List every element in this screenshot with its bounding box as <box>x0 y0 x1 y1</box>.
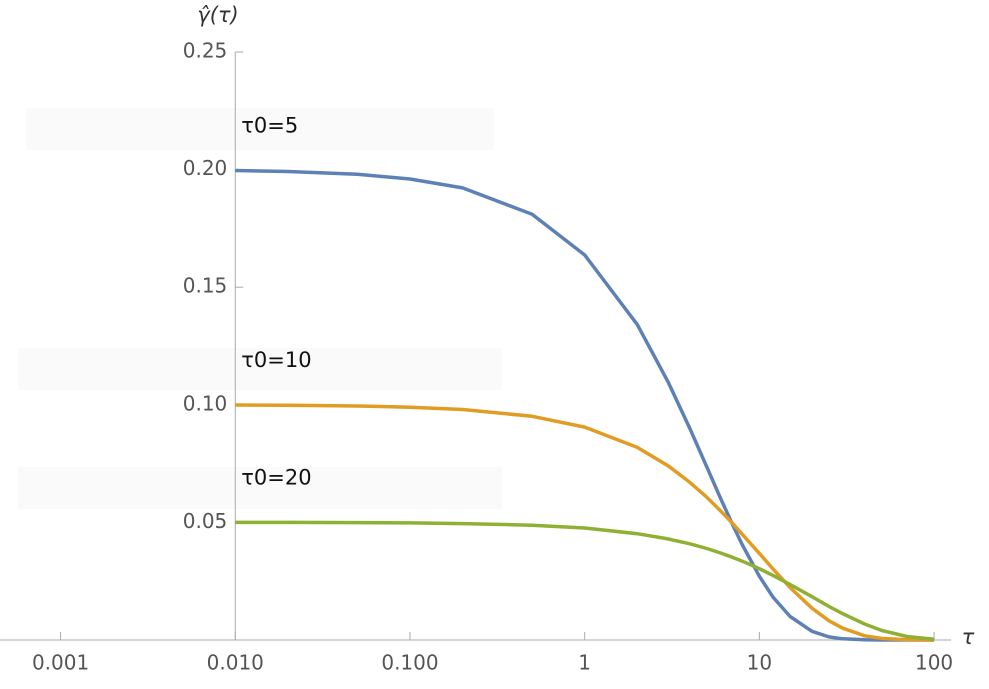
x-tick-label: 10 <box>747 651 772 675</box>
series-label: τ0=10 <box>241 348 311 372</box>
x-axis-label: τ <box>962 625 975 649</box>
x-tick-label: 100 <box>915 651 953 675</box>
label-backdrop <box>18 348 502 390</box>
y-tick-label: 0.25 <box>183 39 228 63</box>
y-tick-label: 0.20 <box>183 156 228 180</box>
x-tick-label: 0.001 <box>32 651 89 675</box>
x-tick-label: 0.010 <box>207 651 264 675</box>
series-line <box>235 168 935 642</box>
x-tick-label: 1 <box>578 651 591 675</box>
x-tick-label: 0.100 <box>381 651 438 675</box>
y-tick-label: 0.10 <box>183 391 228 415</box>
series-line <box>235 403 935 642</box>
label-backdrop <box>26 108 494 150</box>
label-backdrop <box>18 467 502 509</box>
series-line <box>235 520 935 642</box>
series-label: τ0=5 <box>241 114 298 138</box>
y-axis-label: γ̂(τ) <box>197 3 238 27</box>
series-label: τ0=20 <box>241 465 311 489</box>
y-tick-label: 0.05 <box>183 509 228 533</box>
y-tick-label: 0.15 <box>183 274 228 298</box>
